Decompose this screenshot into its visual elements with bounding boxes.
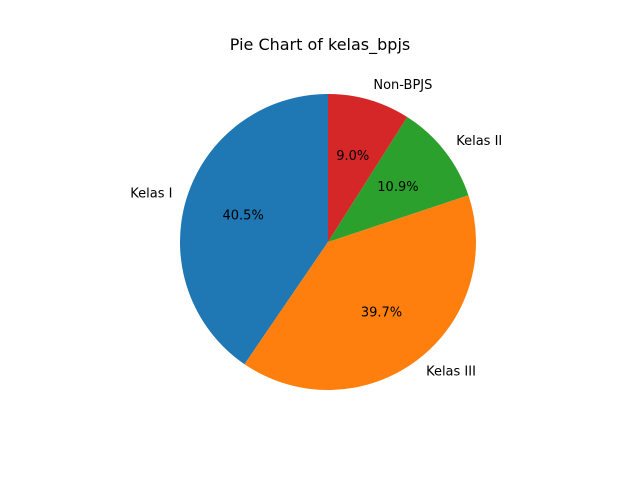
pie-percent-label: 9.0% <box>336 149 369 164</box>
pie-slice-kelas-ii <box>328 116 469 242</box>
pie-slice-non-bpjs <box>328 94 408 242</box>
pie-slices <box>179 93 477 391</box>
pie-category-label: Kelas III <box>426 364 476 379</box>
pie-percent-label: 10.9% <box>377 180 418 195</box>
pie-category-label: Kelas I <box>130 186 172 201</box>
pie-labels: Kelas I Kelas III Kelas II Non-BPJS <box>130 78 502 379</box>
pie-slice-kelas-i <box>179 93 328 365</box>
pie-category-label: Kelas II <box>456 134 502 149</box>
pie-percent-label: 39.7% <box>361 305 402 320</box>
chart-title: Pie Chart of kelas_bpjs <box>230 35 410 55</box>
pie-percent-label: 40.5% <box>223 208 264 223</box>
pie-percent-labels: 40.5% 39.7% 10.9% 9.0% <box>223 149 419 320</box>
pie-category-label: Non-BPJS <box>373 78 432 93</box>
pie-slice-kelas-iii <box>244 195 477 391</box>
